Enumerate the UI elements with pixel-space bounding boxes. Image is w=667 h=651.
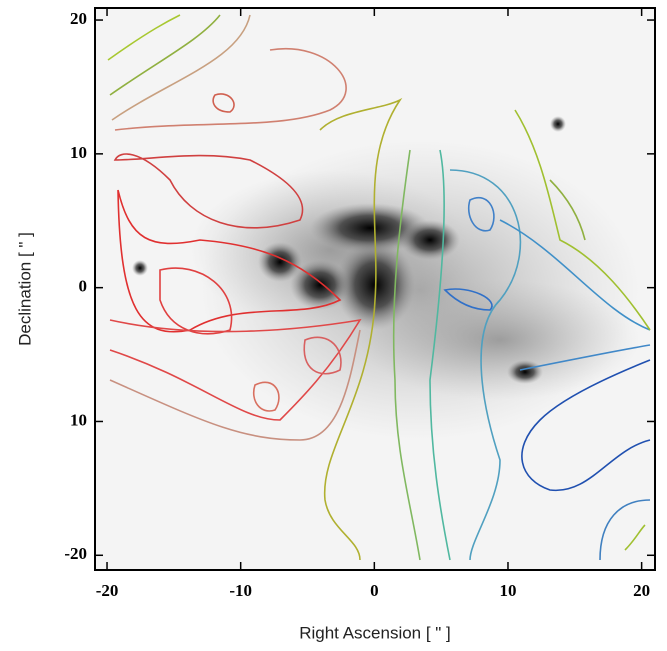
- x-tick-label: -20: [96, 581, 119, 600]
- x-tick-label: 20: [633, 581, 650, 600]
- y-tick-label: 10: [70, 143, 87, 162]
- x-tick-label: 10: [499, 581, 516, 600]
- x-tick-label: 0: [370, 581, 379, 600]
- y-tick-label: 0: [79, 277, 88, 296]
- contours: [107, 14, 651, 561]
- x-tick-label: -10: [229, 581, 252, 600]
- axes: -20 -10 0 10 20 -20 10 0 10 20: [64, 8, 655, 600]
- x-axis-label: Right Ascension [ " ]: [299, 623, 451, 642]
- y-tick-label: 20: [70, 9, 87, 28]
- y-axis-label: Declination [ " ]: [15, 232, 34, 346]
- galaxy-image: [132, 116, 640, 440]
- y-tick-label: -20: [64, 544, 87, 563]
- y-tick-label: 10: [70, 410, 87, 429]
